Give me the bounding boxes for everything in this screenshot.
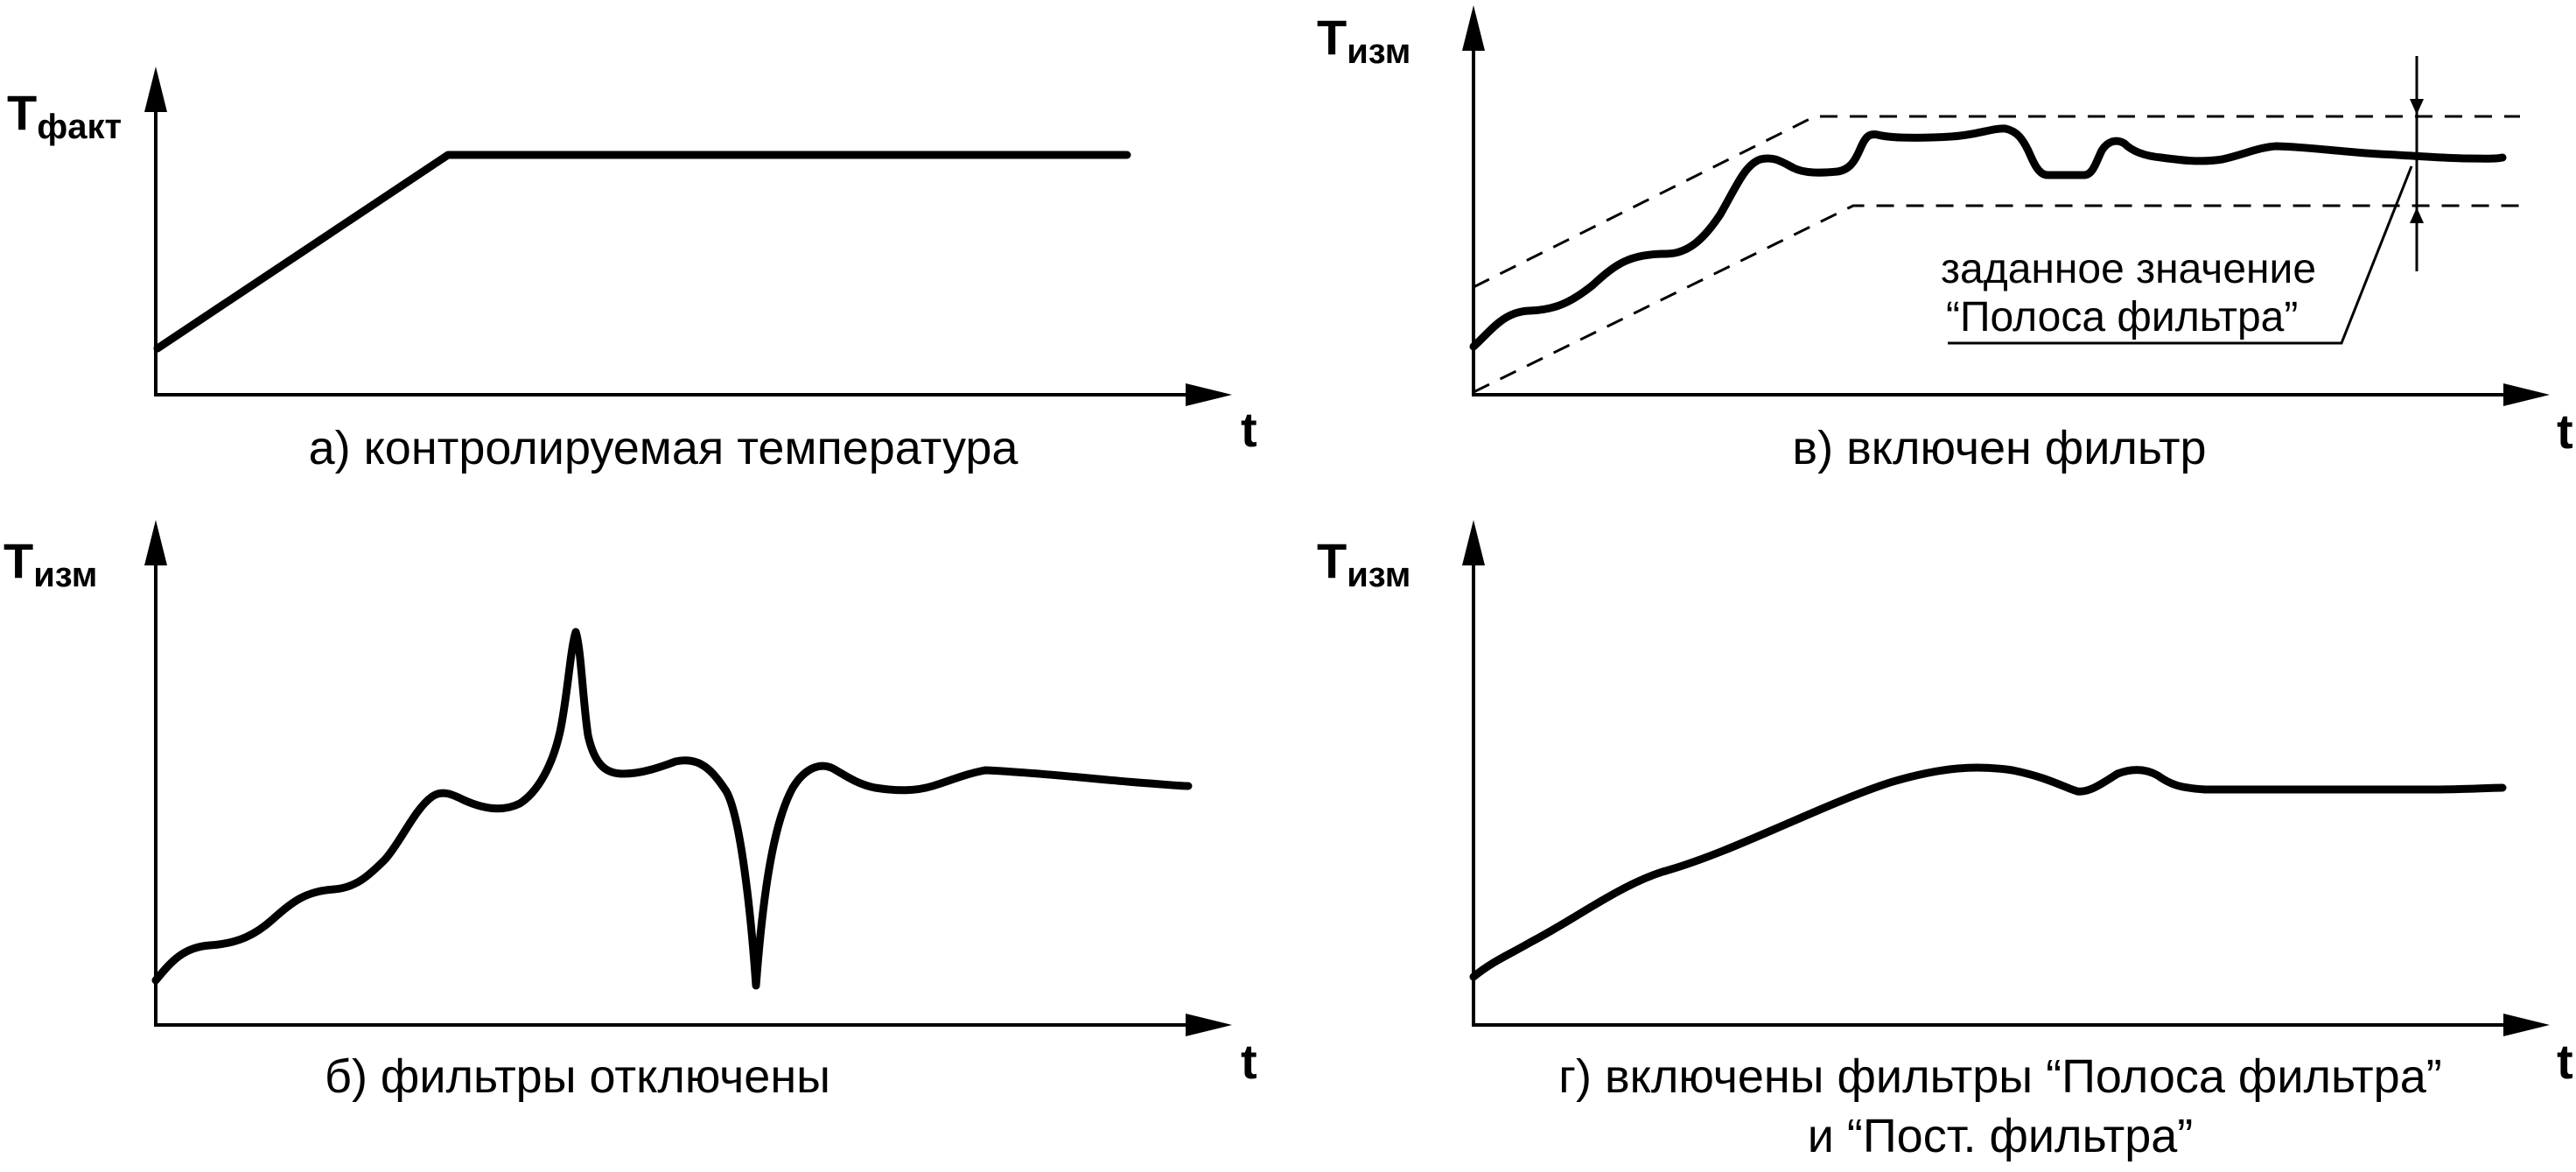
panel-b-y-label-main: Т <box>4 533 33 588</box>
panel-g-y-label-main: Т <box>1317 533 1347 588</box>
panel-v: Тизм t заданное значение “Полоса фильтра… <box>1317 5 2573 474</box>
panel-a-x-label: t <box>1241 402 1257 457</box>
panel-b-x-arrow <box>1186 1014 1232 1036</box>
panel-a-x-arrow <box>1186 383 1232 406</box>
panel-a-caption: а) контролируемая температура <box>309 422 1019 474</box>
panel-a-y-label: Тфакт <box>7 85 122 146</box>
panel-v-curve <box>1469 124 2507 351</box>
panel-g-y-label: Тизм <box>1317 533 1410 594</box>
panel-g-caption-line2: и “Пост. фильтра” <box>1808 1110 2194 1162</box>
panel-b-y-label-sub: изм <box>33 556 97 594</box>
panel-a: Тфакт t а) контролируемая температура <box>7 67 1257 474</box>
panel-g-y-label-sub: изм <box>1347 556 1410 594</box>
panel-v-width-arrow-up <box>2410 207 2424 223</box>
panel-v-y-arrow <box>1462 5 1485 51</box>
panel-b-caption: б) фильтры отключены <box>325 1050 830 1103</box>
panel-g-x-label: t <box>2557 1034 2573 1089</box>
panel-v-annotation-line2: “Полоса фильтра” <box>1946 294 2298 340</box>
panel-v-annotation-leader <box>1948 165 2413 345</box>
panel-v-x-label: t <box>2557 404 2573 459</box>
panel-a-y-arrow <box>144 67 167 112</box>
panel-b-x-label: t <box>1241 1034 1257 1089</box>
panel-v-y-label: Тизм <box>1317 10 1410 71</box>
panel-a-curve <box>153 151 1131 353</box>
panel-b-curve <box>151 628 1193 990</box>
panel-g-x-arrow <box>2503 1014 2550 1036</box>
panel-v-y-label-sub: изм <box>1347 32 1410 71</box>
panel-v-width-arrow-down <box>2410 99 2424 115</box>
panel-g-curve <box>1469 763 2507 981</box>
panel-v-band-lower <box>1473 204 2520 394</box>
panel-v-caption: в) включен фильтр <box>1792 422 2206 474</box>
panel-g-y-arrow <box>1462 520 1485 565</box>
panel-v-annotation-line1: заданное значение <box>1941 246 2316 292</box>
panel-g-caption-line1: г) включены фильтры “Полоса фильтра” <box>1558 1050 2441 1103</box>
panel-b: Тизм t б) фильтры отключены <box>4 520 1257 1103</box>
panel-v-y-label-main: Т <box>1317 10 1347 65</box>
panel-g: Тизм t г) включены фильтры “Полоса фильт… <box>1317 520 2573 1162</box>
panel-v-x-arrow <box>2503 383 2550 406</box>
panel-v-band-upper <box>1473 115 2520 289</box>
panel-b-y-label: Тизм <box>4 533 97 594</box>
panel-a-y-label-main: Т <box>7 85 37 140</box>
panel-a-y-label-sub: факт <box>37 108 122 146</box>
panel-b-y-arrow <box>144 520 167 565</box>
